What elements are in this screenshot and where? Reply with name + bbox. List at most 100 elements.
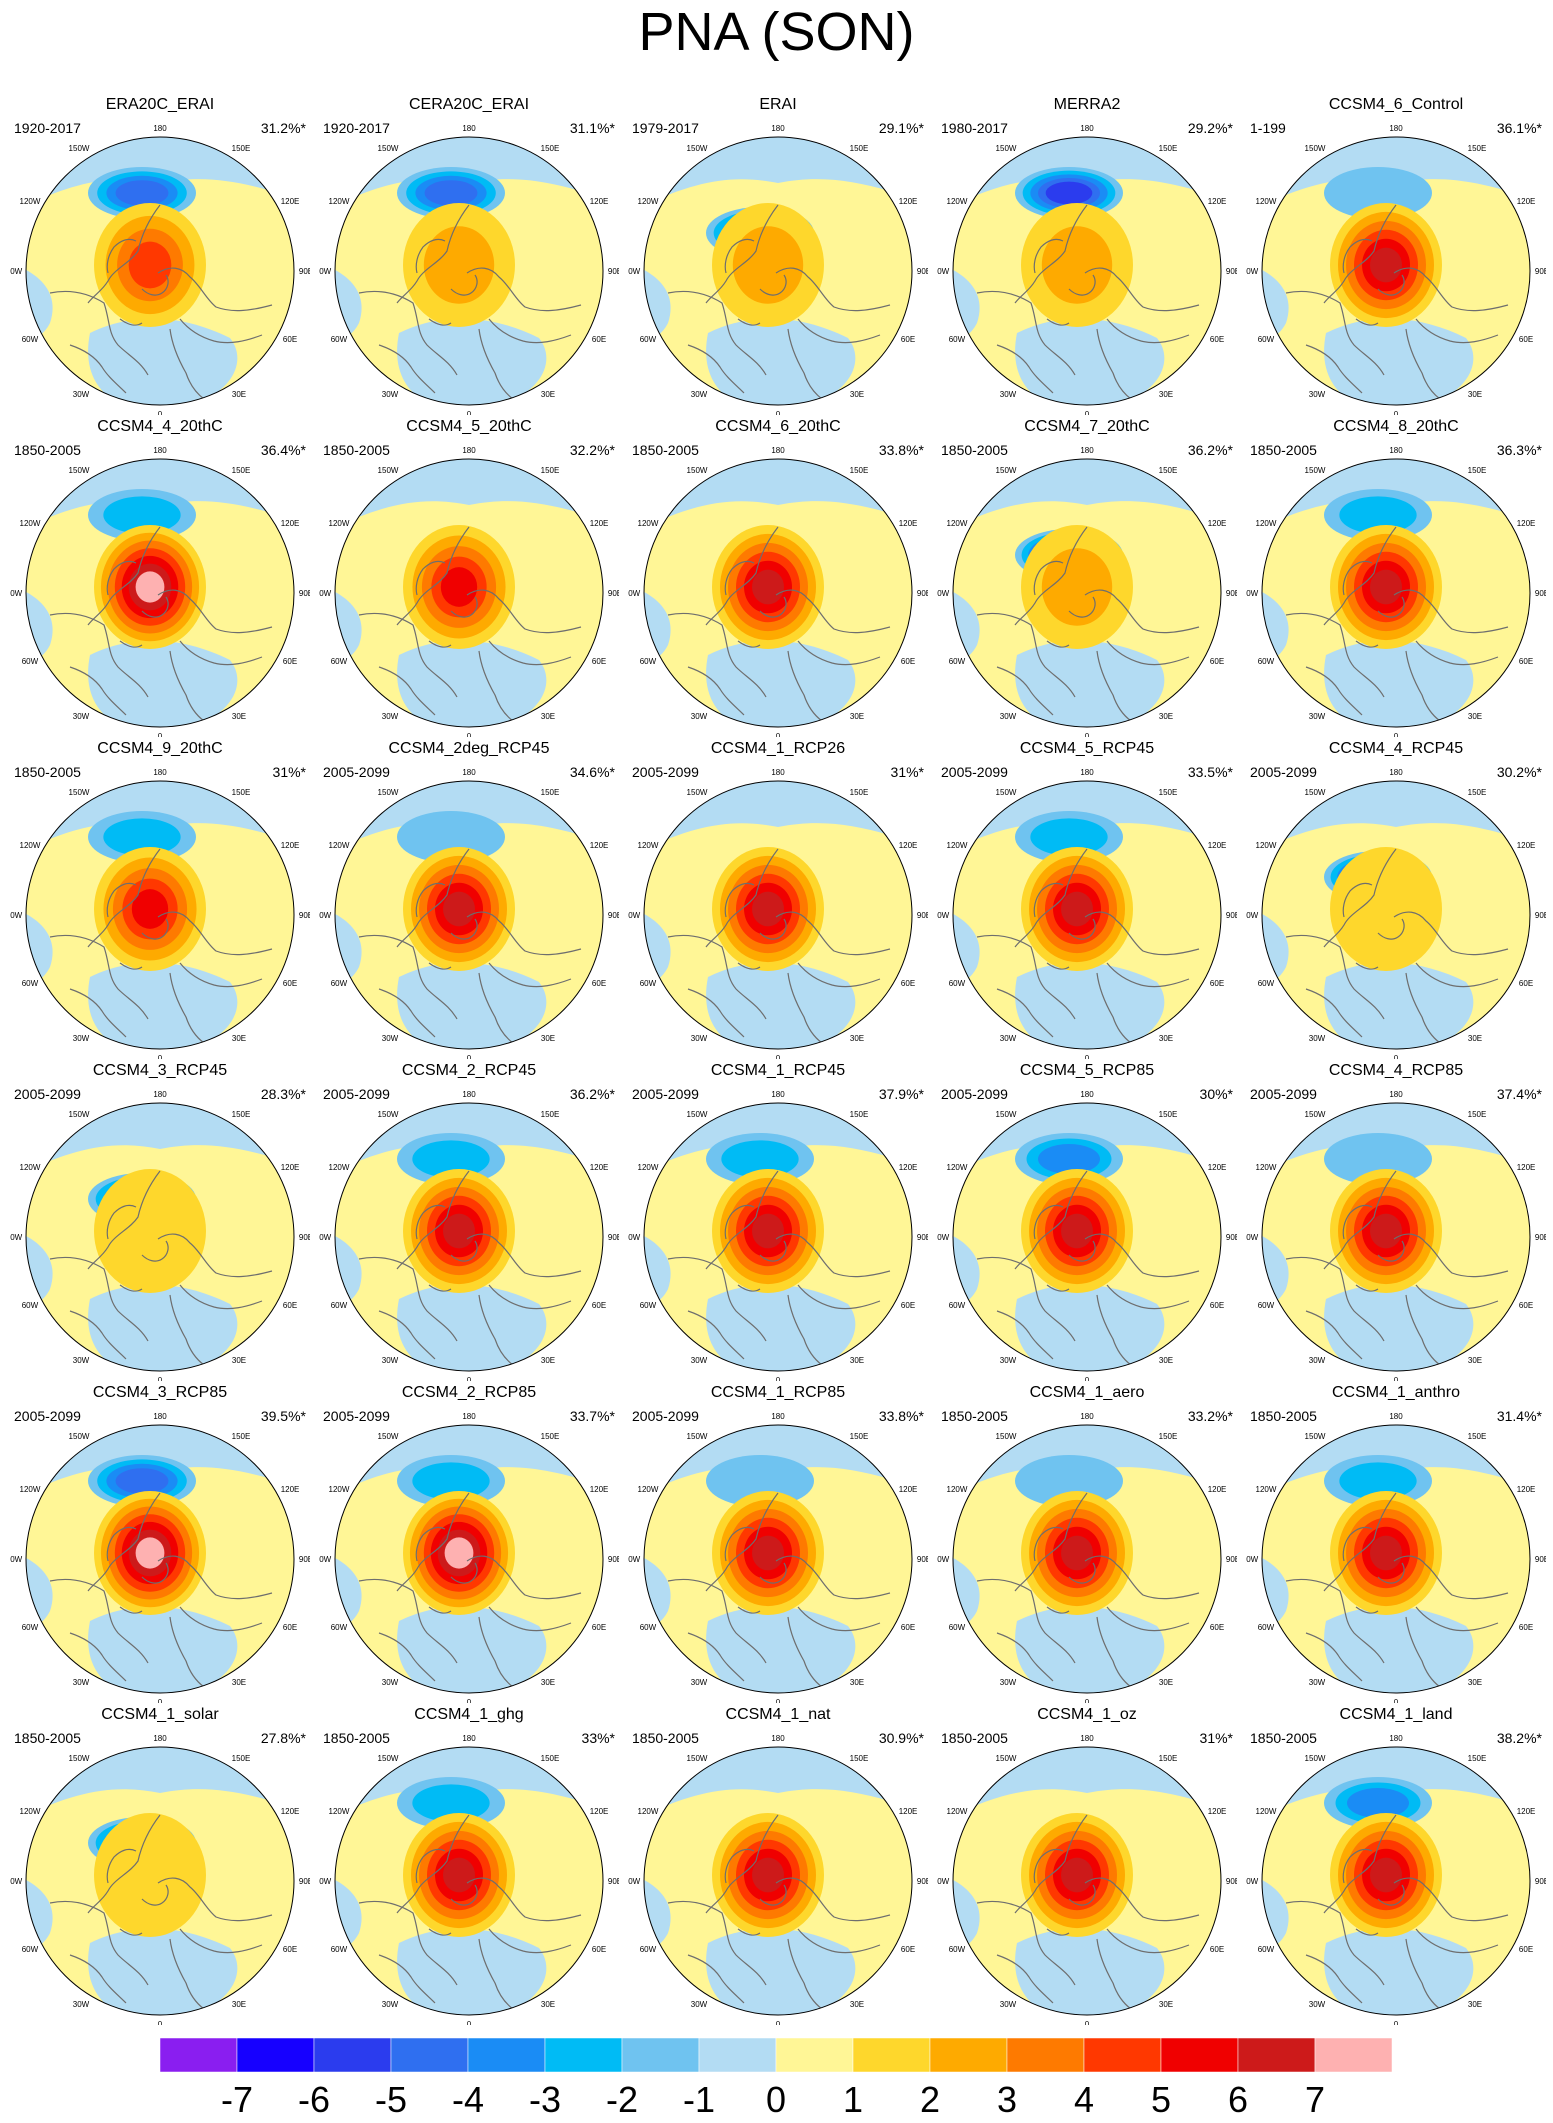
figure-title: PNA (SON)	[638, 2, 915, 62]
map-border	[952, 458, 1222, 728]
coastline	[49, 1814, 273, 2010]
coastline	[358, 1814, 582, 2010]
longitude-label: 120E	[1208, 1485, 1227, 1494]
polar-map: 180 150W 150E 120W 120E 90W 90E 60W 60E 30W 30E 0	[1246, 1734, 1546, 2025]
field-contour-positive	[1370, 569, 1402, 605]
coastline	[976, 848, 1200, 1044]
field-contour-negative	[1324, 1133, 1432, 1185]
map-panel: CCSM4_3_RCP85 2005-2099 39.5%* 180 150W 150E 1…	[10, 1383, 310, 1703]
longitude-label: 90E	[608, 1877, 619, 1886]
longitude-label: 0	[776, 410, 781, 415]
longitude-label: 180	[771, 1734, 785, 1743]
panel-variance-explained: 33.5%*	[1187, 764, 1233, 780]
longitude-label: 0	[776, 1054, 781, 1059]
longitude-label: 0	[1085, 2020, 1090, 2025]
longitude-label: 150E	[541, 1754, 560, 1763]
longitude-label: 150W	[687, 466, 708, 475]
longitude-label: 0	[467, 1698, 472, 1703]
field-negative-region	[1324, 1606, 1474, 1693]
longitude-label: 120E	[590, 841, 609, 850]
field-negative-region	[1262, 263, 1289, 341]
field-negative-region	[26, 263, 53, 341]
polar-map: 180 150W 150E 120W 120E 90W 90E 60W 60E 30W 30E 0	[1246, 1412, 1546, 1703]
longitude-label: 60W	[22, 335, 39, 344]
longitude-label: 150E	[1159, 1110, 1178, 1119]
field-negative-region	[335, 1873, 362, 1951]
longitude-label: 30W	[691, 1356, 708, 1365]
panel-period: 1920-2017	[14, 120, 81, 136]
field-negative-region	[26, 907, 53, 985]
panel-period: 1850-2005	[14, 442, 81, 458]
coastline	[1285, 1170, 1509, 1366]
field-contour-positive	[1041, 548, 1113, 626]
field-contour-negative	[1038, 1144, 1100, 1174]
longitude-label: 0	[1085, 732, 1090, 737]
panel-variance-explained: 27.8%*	[260, 1730, 306, 1746]
map-panel: CCSM4_1_solar 1850-2005 27.8%* 180 150W 150E 1…	[10, 1705, 310, 2025]
map-panel: CCSM4_1_anthro 1850-2005 31.4%* 180 150W 150E…	[1246, 1383, 1546, 1703]
map-panel: CCSM4_9_20thC 1850-2005 31%* 180 150W 150E 120…	[10, 739, 310, 1059]
map-border	[1261, 1424, 1531, 1694]
longitude-label: 150W	[69, 788, 90, 797]
longitude-label: 60E	[592, 979, 606, 988]
longitude-label: 120W	[638, 841, 659, 850]
longitude-label: 180	[462, 1734, 476, 1743]
longitude-label: 90W	[628, 267, 641, 276]
longitude-label: 0	[776, 1376, 781, 1381]
field-negative-region	[706, 1928, 856, 2015]
map-border	[952, 1102, 1222, 1372]
colorbar-box	[390, 2038, 469, 2072]
colorbar-tick-label: 3	[996, 2079, 1018, 2120]
longitude-label: 120E	[1517, 519, 1536, 528]
longitude-label: 180	[153, 124, 167, 133]
longitude-label: 90E	[1535, 1877, 1546, 1886]
coastline	[358, 1492, 582, 1688]
longitude-label: 120W	[329, 1807, 350, 1816]
longitude-label: 30W	[691, 2000, 708, 2009]
longitude-label: 60E	[592, 1945, 606, 1954]
longitude-label: 120E	[590, 197, 609, 206]
longitude-label: 120E	[1517, 841, 1536, 850]
field-negative-region	[26, 1551, 53, 1629]
map-panel: CERA20C_ERAI 1920-2017 31.1%* 180 150W 150E 12…	[319, 95, 619, 415]
longitude-label: 150W	[378, 1754, 399, 1763]
field-contour-positive	[1041, 226, 1113, 304]
panel-title: CCSM4_1_RCP26	[710, 740, 846, 757]
longitude-label: 150E	[1468, 1754, 1487, 1763]
panel-variance-explained: 34.6%*	[569, 764, 615, 780]
longitude-label: 30W	[73, 712, 90, 721]
map-panel: ERAI 1979-2017 29.1%* 180 150W 150E 120W 120E 90…	[628, 95, 928, 415]
longitude-label: 60W	[949, 1623, 966, 1632]
longitude-label: 150W	[378, 144, 399, 153]
longitude-label: 120E	[281, 1163, 300, 1172]
longitude-label: 30E	[232, 1034, 246, 1043]
map-border	[643, 780, 913, 1050]
longitude-label: 120W	[329, 841, 350, 850]
field-contour-negative	[115, 180, 169, 206]
field-contour-negative	[412, 1462, 490, 1500]
colorbar-box	[236, 2038, 315, 2072]
panel-title: CCSM4_1_solar	[101, 1706, 219, 1723]
panel-period: 1850-2005	[941, 1730, 1008, 1746]
field-negative-region	[644, 1551, 671, 1629]
longitude-label: 120E	[1517, 1485, 1536, 1494]
field-negative-region	[706, 1606, 856, 1693]
longitude-label: 60W	[1258, 1623, 1275, 1632]
field-contour-positive	[752, 891, 784, 927]
longitude-label: 60W	[22, 657, 39, 666]
longitude-label: 150E	[1468, 466, 1487, 475]
field-negative-region	[88, 640, 238, 727]
map-panel: CCSM4_1_oz 1850-2005 31%* 180 150W 150E 120W 12…	[937, 1705, 1237, 2025]
longitude-label: 120E	[899, 841, 918, 850]
colorbar-tick-label: 0	[765, 2079, 787, 2120]
coastline	[667, 1170, 891, 1366]
longitude-label: 150E	[232, 1754, 251, 1763]
longitude-label: 120E	[1208, 519, 1227, 528]
longitude-label: 150E	[541, 788, 560, 797]
map-border	[952, 780, 1222, 1050]
longitude-label: 60E	[901, 1623, 915, 1632]
panel-title: CCSM4_1_ghg	[414, 1706, 524, 1723]
longitude-label: 120E	[899, 1485, 918, 1494]
field-contour-negative	[1339, 496, 1417, 534]
